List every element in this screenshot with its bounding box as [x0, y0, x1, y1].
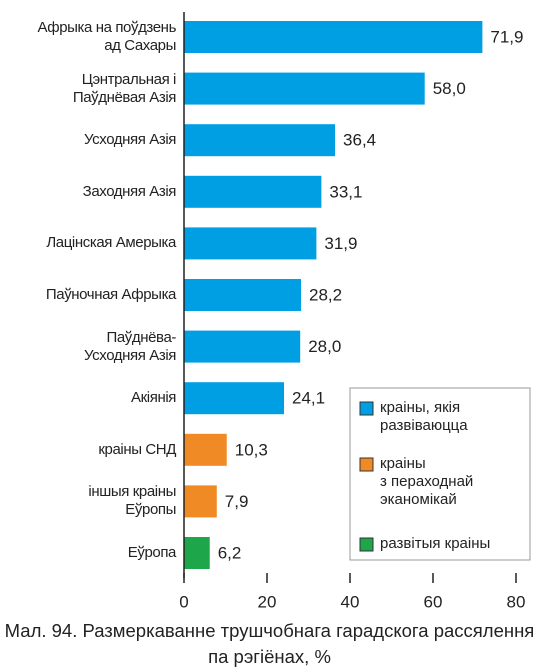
x-tick-label: 80: [507, 592, 526, 611]
value-label: 71,9: [490, 27, 523, 46]
category-label: Цэнтральная і Паўднёвая Азія: [72, 70, 177, 106]
bar: [184, 485, 217, 518]
bar: [184, 124, 336, 157]
category-label: Усходняя Азія: [84, 131, 176, 149]
bar: [184, 175, 322, 208]
bar: [184, 279, 302, 311]
category-label: іншыя краіны Еўропы: [88, 483, 176, 519]
value-label: 6,2: [218, 543, 242, 562]
bar: [184, 330, 301, 363]
value-label: 28,2: [309, 285, 342, 304]
legend-label: развітыя краіны: [380, 535, 491, 552]
value-label: 28,0: [308, 337, 341, 356]
bar: [184, 382, 285, 415]
category-label: Заходняя Азія: [82, 182, 177, 200]
legend-swatch: [359, 457, 374, 472]
value-label: 24,1: [292, 389, 325, 408]
x-tick-label: 40: [341, 592, 360, 611]
bar: [184, 433, 227, 466]
value-label: 33,1: [329, 182, 362, 201]
category-label: Лацінская Амерыка: [46, 234, 176, 252]
bar: [184, 227, 317, 260]
category-label: Еўропа: [127, 544, 177, 561]
caption: Мал. 94. Размеркаванне трушчобнага гарад…: [4, 620, 535, 667]
value-label: 58,0: [433, 79, 466, 98]
category-label: Паўднёва- Усходняя Азія: [84, 328, 176, 364]
legend-label: краіны з пераходнай эканомікай: [380, 455, 474, 508]
legend-swatch: [359, 401, 374, 416]
x-tick-label: 20: [258, 592, 277, 611]
legend-label: краіны, якія развіваюцца: [380, 399, 468, 434]
legend-box: [349, 387, 531, 561]
value-label: 7,9: [225, 492, 249, 511]
category-label: Афрыка на поўдзень ад Сахары: [37, 19, 176, 54]
value-label: 36,4: [343, 131, 376, 150]
x-tick-label: 0: [179, 592, 188, 611]
value-label: 10,3: [235, 440, 268, 459]
x-tick-label: 60: [424, 592, 443, 611]
category-label: краіны СНД: [98, 440, 176, 458]
category-label: Паўночная Афрыка: [45, 286, 177, 303]
bar: [184, 537, 210, 569]
category-label: Акіянія: [131, 389, 176, 407]
bar: [184, 72, 425, 105]
value-label: 31,9: [324, 234, 357, 253]
bar: [184, 21, 483, 53]
legend-swatch: [359, 537, 374, 552]
